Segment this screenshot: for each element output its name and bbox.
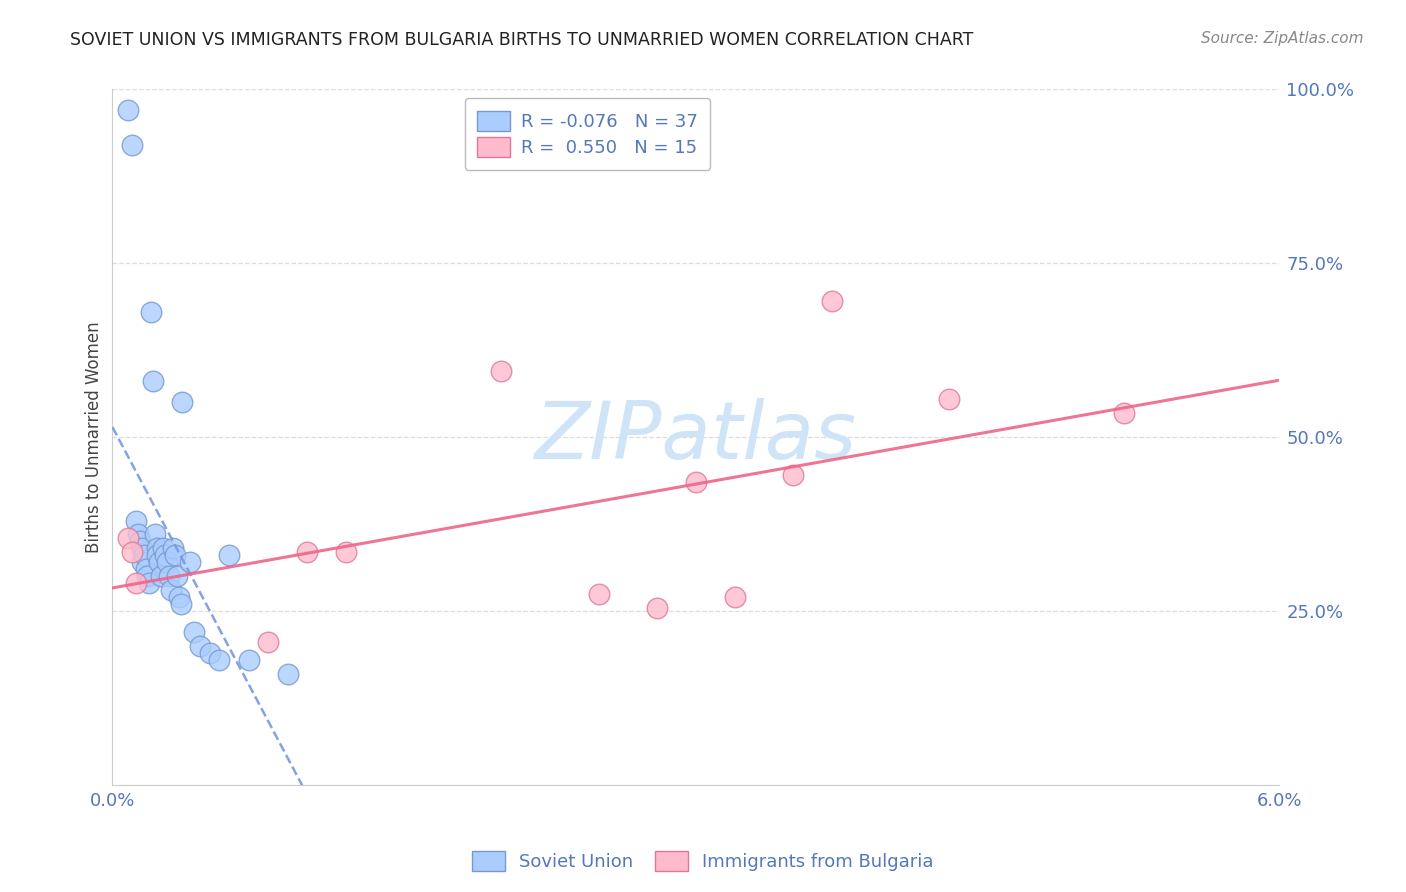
Legend: R = -0.076   N = 37, R =  0.550   N = 15: R = -0.076 N = 37, R = 0.550 N = 15 [465,98,710,169]
Point [127,527,149,541]
Point [162,541,184,556]
Point [148,555,170,569]
Point [136,569,159,583]
Text: ZIPatlas: ZIPatlas [534,398,858,476]
Point [153,549,176,563]
Point [188,639,211,653]
Point [198,646,221,660]
Point [157,569,180,583]
Point [257,635,280,649]
Point [179,555,201,569]
Text: SOVIET UNION VS IMMIGRANTS FROM BULGARIA BIRTHS TO UNMARRIED WOMEN CORRELATION C: SOVIET UNION VS IMMIGRANTS FROM BULGARIA… [70,31,974,49]
Point [491,364,513,378]
Point [135,562,157,576]
Point [128,534,150,549]
Point [238,653,260,667]
Point [183,624,205,639]
Point [152,541,174,556]
Point [141,305,163,319]
Point [167,590,190,604]
Point [138,576,160,591]
Point [782,468,804,483]
Point [276,666,298,681]
Point [121,137,143,152]
Point [821,294,844,309]
Y-axis label: Births to Unmarried Women: Births to Unmarried Women [86,321,104,553]
Point [163,549,186,563]
Point [1112,406,1135,420]
Point [208,653,231,667]
Point [143,527,166,541]
Point [938,392,960,406]
Point [169,597,191,611]
Point [146,541,169,556]
Point [125,576,148,591]
Point [166,569,188,583]
Point [131,555,153,569]
Point [645,600,668,615]
Point [335,545,357,559]
Point [160,583,183,598]
Point [121,545,143,559]
Legend: Soviet Union, Immigrants from Bulgaria: Soviet Union, Immigrants from Bulgaria [465,844,941,879]
Point [132,549,155,563]
Point [125,514,148,528]
Point [724,590,747,604]
Point [218,549,240,563]
Point [295,545,318,559]
Point [146,549,169,563]
Point [131,541,153,556]
Point [117,531,139,545]
Point [172,395,194,409]
Point [156,555,179,569]
Point [117,103,139,117]
Text: Source: ZipAtlas.com: Source: ZipAtlas.com [1201,31,1364,46]
Point [150,569,173,583]
Point [142,375,165,389]
Point [588,587,610,601]
Point [685,475,707,490]
